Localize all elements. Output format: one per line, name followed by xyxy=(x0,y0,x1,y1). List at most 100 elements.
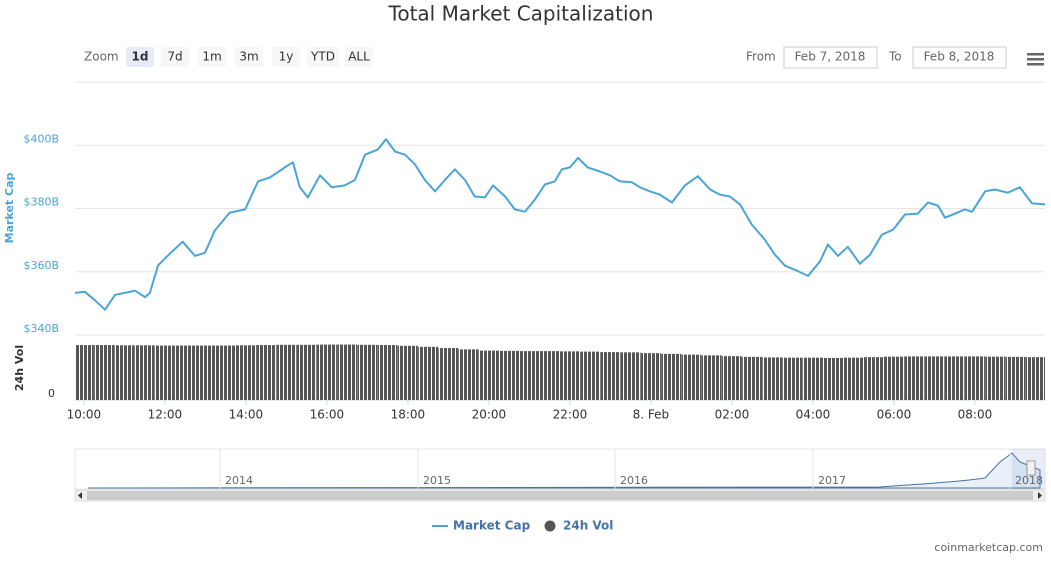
legend-label[interactable]: 24h Vol xyxy=(563,519,613,533)
volume-bar xyxy=(964,356,985,400)
x-tick-label: 14:00 xyxy=(229,408,264,422)
volume-bar xyxy=(701,355,722,400)
volume-bar xyxy=(559,351,580,400)
x-tick-label: 22:00 xyxy=(553,408,588,422)
scroll-right[interactable] xyxy=(1038,492,1042,499)
market-cap-line xyxy=(74,138,1046,311)
navigator-handle[interactable] xyxy=(1026,460,1036,476)
y-tick-label: $380B xyxy=(23,196,59,209)
x-tick-label: 06:00 xyxy=(877,408,912,422)
volume-bar xyxy=(94,345,115,400)
volume-bar xyxy=(519,351,540,400)
navigator-area xyxy=(87,452,1041,489)
volume-bar xyxy=(1005,356,1026,400)
menu-bar xyxy=(1027,63,1044,66)
zoom-button[interactable] xyxy=(272,47,300,67)
to-date[interactable]: Feb 8, 2018 xyxy=(924,50,995,64)
legend-label[interactable]: Market Cap xyxy=(453,519,531,533)
x-tick-label: 8. Feb xyxy=(633,408,670,422)
y-tick-label: $340B xyxy=(23,322,59,335)
y-tick-label: $400B xyxy=(23,132,59,145)
to-input[interactable] xyxy=(912,46,1007,69)
x-tick-label: 08:00 xyxy=(958,408,993,422)
volume-bar xyxy=(742,356,763,400)
volume-bar xyxy=(823,357,844,400)
scrollbar-thumb[interactable] xyxy=(87,491,1033,500)
volume-bar xyxy=(337,344,358,400)
credit: coinmarketcap.com xyxy=(934,541,1043,554)
zoom-buttons: 1d 7d 1m 3m 1y YTD ALL xyxy=(126,47,373,67)
volume-bar xyxy=(661,353,682,400)
plot: $340B $360B $380B $400B 0 10:00 12:00 14:00 16:0… xyxy=(23,132,1046,422)
volume-bar xyxy=(215,345,236,400)
zoom-button-label[interactable]: YTD xyxy=(310,50,335,64)
volume-bar xyxy=(843,357,864,400)
volume-bar xyxy=(438,348,459,400)
zoom-button-label[interactable]: 3m xyxy=(239,50,258,64)
zoom-button-label[interactable]: 1m xyxy=(202,50,221,64)
volume-bar xyxy=(458,349,479,400)
navigator-label: 2017 xyxy=(818,474,846,487)
volume-bar xyxy=(985,356,1006,400)
navigator: 2014 2015 2016 2017 2018 xyxy=(74,448,1046,502)
volume-bar xyxy=(175,345,196,400)
volume-bar xyxy=(235,345,256,400)
zoom-button-label[interactable]: 7d xyxy=(167,50,182,64)
volume-bar xyxy=(114,345,135,400)
volume-bar xyxy=(863,357,884,400)
zoom-button[interactable] xyxy=(345,47,373,67)
zoom-button[interactable] xyxy=(307,47,339,67)
volume-bar xyxy=(924,356,945,400)
volume-bar xyxy=(276,344,297,400)
volume-bar xyxy=(195,345,216,400)
y2-axis-title: 24h Vol xyxy=(13,345,26,391)
volume-bar xyxy=(640,353,661,400)
volume-bar xyxy=(600,352,621,400)
from-input[interactable] xyxy=(783,46,878,69)
volume-bar xyxy=(762,357,783,400)
navigator-label: 2018 xyxy=(1015,474,1043,487)
zoom-button-label[interactable]: 1y xyxy=(279,50,294,64)
volume-bar xyxy=(802,357,823,400)
volume-bar xyxy=(478,350,499,400)
volume-bar xyxy=(721,356,742,400)
to-label: To xyxy=(888,50,902,64)
legend: Market Cap 24h Vol xyxy=(432,519,613,533)
navigator-frame xyxy=(74,448,1046,490)
volume-bar xyxy=(580,351,601,400)
zoom-button-label[interactable]: 1d xyxy=(132,50,149,64)
volume-bar xyxy=(357,344,378,400)
volume-bar xyxy=(296,344,317,400)
menu-bar xyxy=(1027,53,1044,56)
from-date[interactable]: Feb 7, 2018 xyxy=(795,50,866,64)
volume-bar xyxy=(154,345,175,400)
x-tick-label: 12:00 xyxy=(148,408,183,422)
navigator-label: 2016 xyxy=(620,474,648,487)
zoom-button-label[interactable]: ALL xyxy=(348,50,370,64)
volume-bar xyxy=(1025,357,1045,400)
x-tick-label: 16:00 xyxy=(310,408,345,422)
volume-bar xyxy=(75,345,94,400)
volume-bar xyxy=(499,350,520,400)
volume-bar xyxy=(134,345,155,400)
navigator-label: 2015 xyxy=(423,474,451,487)
zoom-button[interactable] xyxy=(161,47,189,67)
scroll-left[interactable] xyxy=(78,492,82,499)
y-axis-title: Market Cap xyxy=(3,173,16,244)
volume-bar xyxy=(397,345,418,400)
menu-button[interactable] xyxy=(1027,53,1044,66)
zoom-button[interactable] xyxy=(126,47,154,67)
menu-bar xyxy=(1027,58,1044,61)
y-tick-label: $360B xyxy=(23,259,59,272)
from-label: From xyxy=(746,50,776,64)
legend-dot xyxy=(544,520,556,532)
volume-bar xyxy=(377,345,398,400)
zoom-button[interactable] xyxy=(235,47,263,67)
zoom-button[interactable] xyxy=(198,47,226,67)
x-tick-label: 18:00 xyxy=(391,408,426,422)
volume-bar xyxy=(316,344,337,400)
x-tick-label: 20:00 xyxy=(472,408,507,422)
chart-title: Total Market Capitalization xyxy=(388,2,654,26)
volume-bar xyxy=(782,357,803,400)
volume-bar xyxy=(418,346,439,400)
